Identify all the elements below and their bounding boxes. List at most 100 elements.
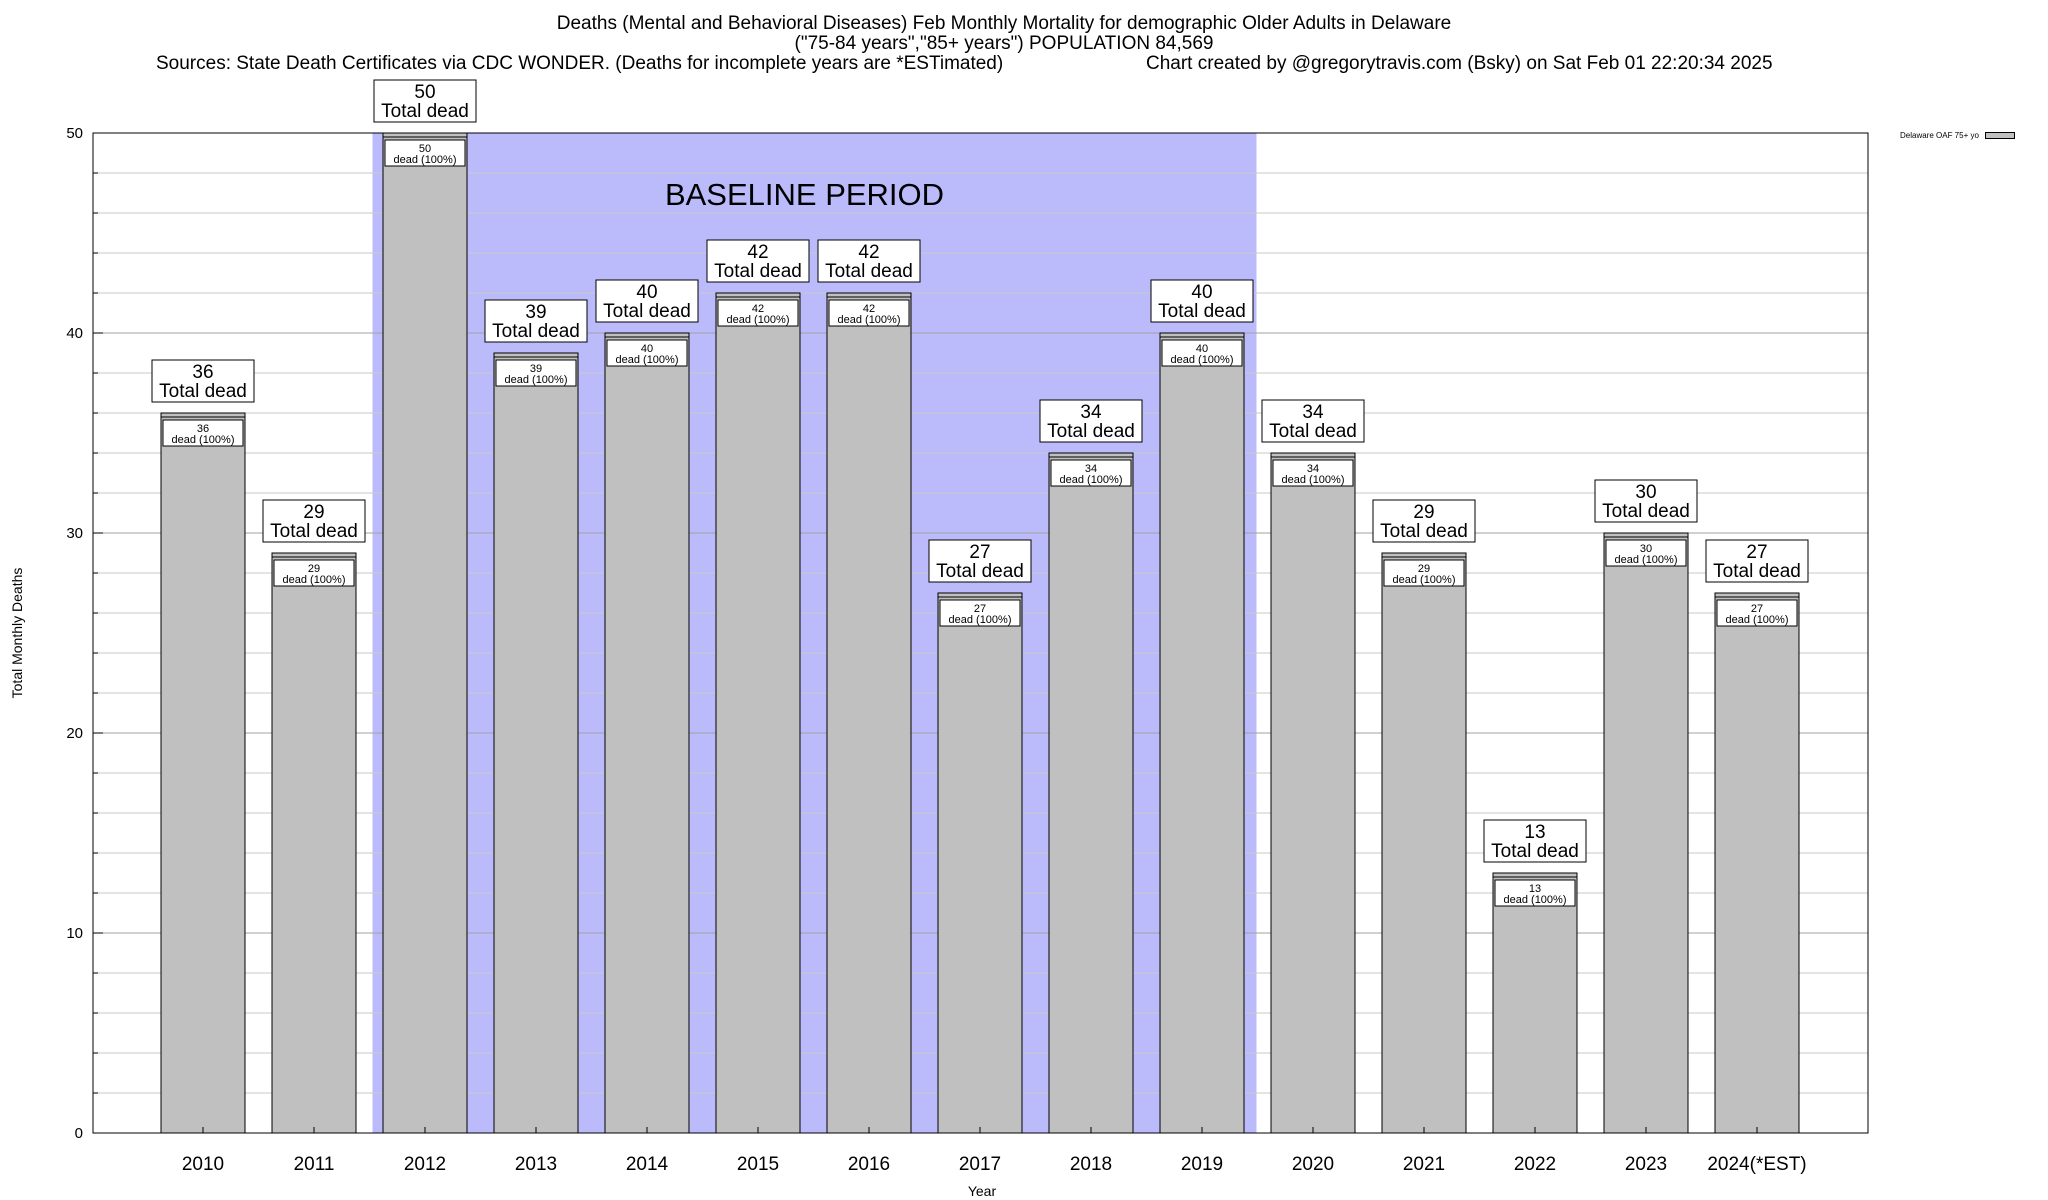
- inner-percent-label: dead (100%): [727, 314, 790, 326]
- inner-percent-label: dead (100%): [505, 374, 568, 386]
- total-value-label: 27: [969, 542, 990, 563]
- inner-label-box: [1272, 459, 1354, 487]
- inner-percent-label: dead (100%): [1282, 474, 1345, 486]
- total-dead-label: Total dead: [270, 521, 358, 542]
- total-dead-label: Total dead: [1269, 421, 1357, 442]
- total-label-box: [1483, 819, 1587, 863]
- total-value-label: 27: [1746, 542, 1767, 563]
- total-label-box: [262, 499, 366, 543]
- inner-value-label: 40: [1196, 343, 1208, 355]
- bar: [493, 352, 579, 1134]
- bar: [382, 132, 468, 1134]
- inner-value-label: 42: [863, 303, 875, 315]
- inner-label-box: [1605, 539, 1687, 567]
- total-value-label: 42: [747, 242, 768, 263]
- total-value-label: 13: [1524, 822, 1545, 843]
- bar: [604, 332, 690, 1134]
- total-value-label: 36: [192, 362, 213, 383]
- baseline-label: BASELINE PERIOD: [665, 177, 944, 212]
- x-tick-label: 2024(*EST): [1707, 1154, 1806, 1175]
- total-value-label: 34: [1302, 402, 1324, 423]
- inner-label-box: [162, 419, 244, 447]
- bar: [1492, 872, 1578, 1134]
- total-value-label: 29: [1413, 502, 1434, 523]
- inner-label-box: [384, 139, 466, 167]
- bar: [715, 292, 801, 1134]
- total-label-box: [1372, 499, 1476, 543]
- total-value-label: 34: [1080, 402, 1102, 423]
- inner-value-label: 34: [1307, 463, 1319, 475]
- total-value-label: 40: [1191, 282, 1212, 303]
- y-tick-label: 50: [66, 125, 83, 142]
- chart-title-line-2: ("75-84 years","85+ years") POPULATION 8…: [794, 33, 1214, 54]
- credit-text: Chart created by @gregorytravis.com (Bsk…: [1146, 53, 1773, 74]
- inner-percent-label: dead (100%): [949, 614, 1012, 626]
- bar: [1270, 452, 1356, 1134]
- total-value-label: 39: [525, 302, 546, 323]
- inner-percent-label: dead (100%): [838, 314, 901, 326]
- x-tick-label: 2019: [1181, 1154, 1223, 1175]
- total-label-box: [817, 239, 921, 283]
- bar: [1048, 452, 1134, 1134]
- inner-percent-label: dead (100%): [172, 434, 235, 446]
- total-value-label: 30: [1635, 482, 1656, 503]
- inner-value-label: 42: [752, 303, 764, 315]
- inner-label-box: [1383, 559, 1465, 587]
- total-dead-label: Total dead: [381, 101, 469, 122]
- x-tick-label: 2011: [294, 1154, 335, 1175]
- bar: [826, 292, 912, 1134]
- y-tick-label: 40: [66, 325, 83, 342]
- inner-value-label: 27: [974, 603, 986, 615]
- inner-value-label: 36: [197, 423, 209, 435]
- inner-label-box: [1050, 459, 1132, 487]
- inner-value-label: 39: [530, 363, 542, 375]
- total-label-box: [928, 539, 1032, 583]
- y-tick-label: 20: [66, 725, 83, 742]
- x-tick-label: 2020: [1292, 1154, 1334, 1175]
- bar: [1714, 592, 1800, 1134]
- x-tick-label: 2021: [1403, 1154, 1445, 1175]
- x-tick-label: 2016: [848, 1154, 890, 1175]
- total-dead-label: Total dead: [1047, 421, 1135, 442]
- x-tick-label: 2018: [1070, 1154, 1112, 1175]
- total-value-label: 50: [414, 82, 435, 103]
- inner-value-label: 50: [419, 143, 431, 155]
- total-dead-label: Total dead: [1713, 561, 1801, 582]
- inner-value-label: 29: [1418, 563, 1430, 575]
- total-label-box: [1039, 399, 1143, 443]
- total-label-box: [1261, 399, 1365, 443]
- x-tick-label: 2014: [626, 1154, 669, 1175]
- bar: [937, 592, 1023, 1134]
- bar: [160, 412, 246, 1134]
- x-tick-label: 2012: [404, 1154, 446, 1175]
- total-dead-label: Total dead: [1491, 841, 1579, 862]
- inner-value-label: 29: [308, 563, 320, 575]
- x-tick-label: 2010: [182, 1154, 224, 1175]
- y-tick-label: 30: [66, 525, 83, 542]
- total-dead-label: Total dead: [1158, 301, 1246, 322]
- total-label-box: [373, 79, 477, 123]
- x-tick-label: 2015: [737, 1154, 779, 1175]
- legend: Delaware OAF 75+ yo: [1900, 131, 2015, 140]
- inner-percent-label: dead (100%): [1060, 474, 1123, 486]
- y-tick-label: 10: [66, 925, 83, 942]
- inner-value-label: 30: [1640, 543, 1652, 555]
- inner-label-box: [828, 299, 910, 327]
- inner-percent-label: dead (100%): [283, 574, 346, 586]
- inner-percent-label: dead (100%): [1615, 554, 1678, 566]
- inner-percent-label: dead (100%): [1504, 894, 1567, 906]
- total-dead-label: Total dead: [1380, 521, 1468, 542]
- x-tick-label: 2023: [1625, 1154, 1667, 1175]
- y-tick-label: 0: [75, 1125, 83, 1142]
- bar: [1603, 532, 1689, 1134]
- inner-label-box: [273, 559, 355, 587]
- total-value-label: 29: [303, 502, 324, 523]
